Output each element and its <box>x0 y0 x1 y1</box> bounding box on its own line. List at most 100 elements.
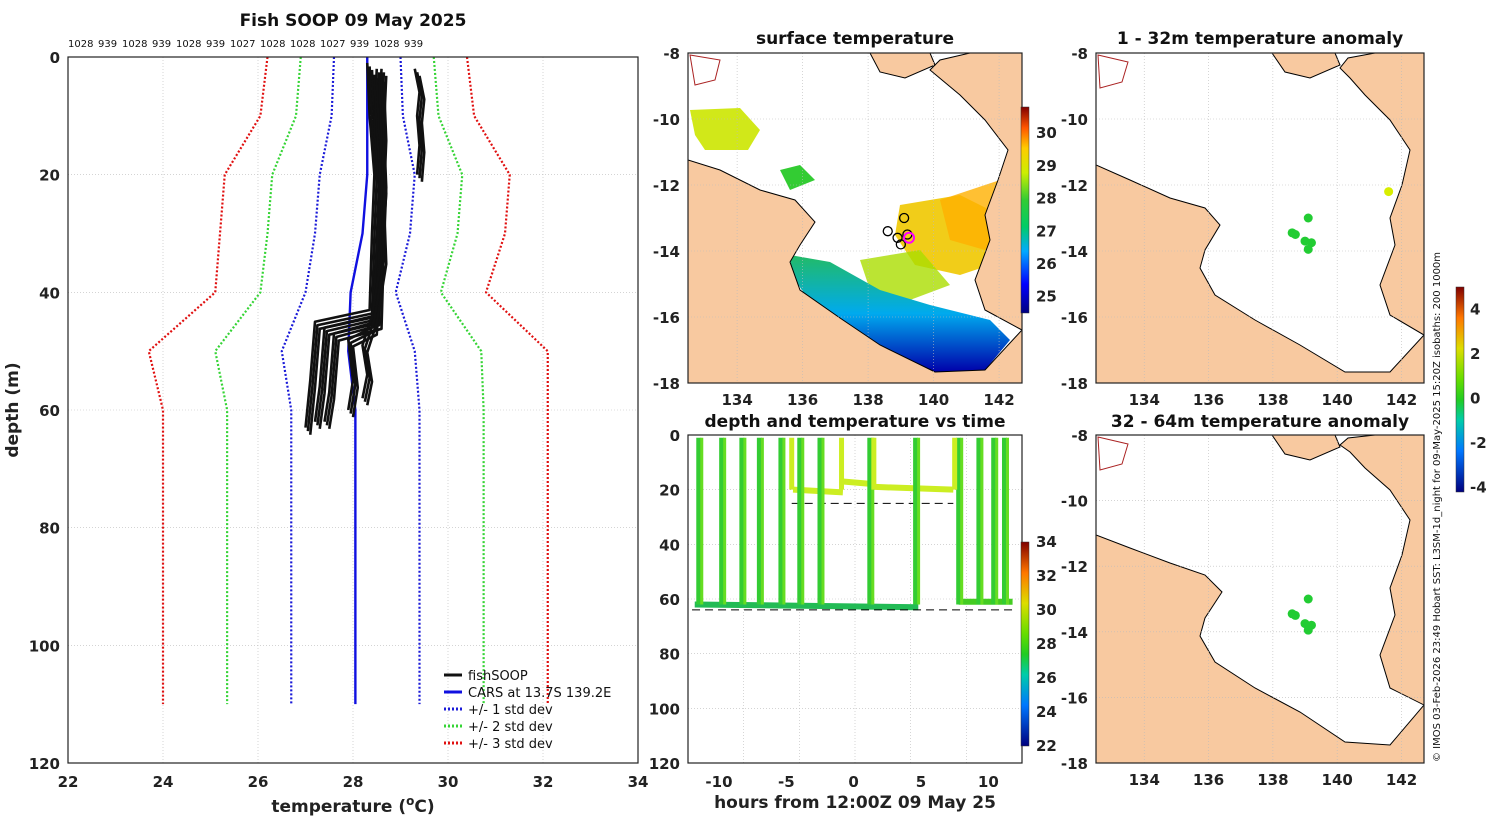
profile-xtick: 32 <box>533 773 554 791</box>
ts-ytick: 100 <box>649 700 680 718</box>
sst-riverline <box>689 54 721 86</box>
anomaly1-title: 1 - 32m temperature anomaly <box>1117 29 1403 49</box>
anom2-ytick: -14 <box>1061 624 1088 642</box>
anomaly1-point <box>1303 244 1313 254</box>
anom1-xtick: 138 <box>1257 391 1288 409</box>
sd1-minus-line <box>280 56 336 705</box>
anomaly2-land-east <box>1339 435 1424 706</box>
anom1-ytick: -12 <box>1061 177 1088 195</box>
sst-island-north <box>869 53 936 79</box>
profile-ytick: 100 <box>29 637 60 655</box>
profile-xtick: 28 <box>343 773 364 791</box>
top-labels: 1028 939 1028 939 1028 939 1027 1028 1028 1027 939… <box>68 39 423 50</box>
sst-xtick: 134 <box>721 391 752 409</box>
profile-location-marker <box>895 239 906 250</box>
top-label: 1027 <box>320 39 345 50</box>
sst-ticks: 134 136 138 140 142 -8 -10 -12 -14 -16 -18 <box>653 45 1015 409</box>
anom2-ytick: -18 <box>1061 755 1088 773</box>
anomaly2-points <box>1287 594 1316 635</box>
timeseries-colorbar-ticks: 22 24 26 28 30 32 34 <box>1036 533 1057 755</box>
timeseries-dives <box>692 437 1016 611</box>
anomaly-colorbar-ticks: 4 2 0 -2 -4 <box>1470 300 1487 496</box>
top-label: 1028 <box>122 39 147 50</box>
anomaly2-title: 32 - 64m temperature anomaly <box>1111 412 1409 432</box>
ts-colorbar-tick: 22 <box>1036 737 1057 755</box>
anom1-ytick: -18 <box>1061 375 1088 393</box>
anom2-ytick: -8 <box>1071 427 1088 445</box>
legend-cars: CARS at 13.7S 139.2E <box>468 686 611 701</box>
fish-profile-line <box>346 74 383 411</box>
top-label: 939 <box>350 39 369 50</box>
anomaly2-point <box>1303 625 1313 635</box>
sst-land-west <box>688 159 1022 383</box>
top-label: 1028 <box>290 39 315 50</box>
anom1-ytick: -14 <box>1061 243 1088 261</box>
bottom-track <box>694 601 919 611</box>
ts-ytick: 20 <box>659 482 680 500</box>
top-label: 1027 <box>230 39 255 50</box>
sst-colorbar-tick: 27 <box>1036 222 1057 240</box>
timeseries-panel: depth and temperature vs time -10 -5 0 5 100… <box>649 412 1057 813</box>
ts-ytick: 40 <box>659 536 680 554</box>
anom2-xtick: 136 <box>1193 771 1224 789</box>
sst-panel: surface temperature 134 136 138 140 142 -8 -10… <box>653 29 1057 409</box>
anom1-ytick: -10 <box>1061 111 1088 129</box>
profile-ytick: 80 <box>39 520 60 538</box>
anom2-xtick: 140 <box>1322 771 1353 789</box>
ts-ytick: 80 <box>659 646 680 664</box>
anomaly1-riverline <box>1097 54 1129 89</box>
anom1-xtick: 136 <box>1193 391 1224 409</box>
profile-ytick: 40 <box>39 284 60 302</box>
profile-lines <box>147 56 549 705</box>
anomaly2-point <box>1290 610 1300 620</box>
sst-xtick: 142 <box>983 391 1014 409</box>
fish-profile-line <box>363 78 386 403</box>
ts-xtick: 0 <box>848 773 858 791</box>
fish-profile-line <box>304 62 376 428</box>
timeseries-xlabel: hours from 12:00Z 09 May 25 <box>714 793 996 813</box>
anomaly1-panel: 1 - 32m temperature anomaly 134 136 138 140… <box>1061 29 1425 409</box>
profile-ytick: 20 <box>39 167 60 185</box>
sst-xtick: 140 <box>918 391 949 409</box>
anomaly1-island <box>1271 53 1341 79</box>
anom2-xtick: 142 <box>1386 771 1417 789</box>
sst-green-patch <box>780 165 815 190</box>
anomaly1-points <box>1287 187 1394 254</box>
sd2-minus-line <box>214 56 302 705</box>
sd1-plus-line <box>394 56 421 705</box>
sst-map <box>688 53 1022 383</box>
profile-panel: Fish SOOP 09 May 2025 1028 939 1028 939 1028… <box>3 11 648 817</box>
sst-ytick: -10 <box>653 111 680 129</box>
anomaly1-point <box>1303 213 1313 223</box>
fish-profile-line <box>413 68 421 175</box>
anom1-xtick: 134 <box>1129 391 1160 409</box>
anom2-ytick: -16 <box>1061 689 1088 707</box>
anomaly2-point <box>1303 594 1313 604</box>
profile-xtick: 30 <box>438 773 459 791</box>
profile-ytick: 0 <box>50 49 60 67</box>
ts-xtick: -10 <box>705 773 732 791</box>
legend-fish: fishSOOP <box>468 669 528 684</box>
anom2-xtick: 134 <box>1129 771 1160 789</box>
anomaly2-panel: 32 - 64m temperature anomaly 134 136 138 14… <box>1061 412 1425 789</box>
anomaly2-riverline <box>1097 436 1129 471</box>
anom1-ytick: -8 <box>1071 45 1088 63</box>
sst-cool-south <box>790 255 1010 372</box>
top-label: 1028 <box>176 39 201 50</box>
ts-colorbar-tick: 24 <box>1036 703 1057 721</box>
anomaly1-map <box>1096 53 1424 383</box>
ts-colorbar-tick: 30 <box>1036 601 1057 619</box>
profile-location-marker <box>898 212 910 224</box>
fish-profile-line <box>306 66 379 432</box>
top-label: 939 <box>152 39 171 50</box>
sd2-plus-line <box>432 56 485 705</box>
anomaly1-frame <box>1095 52 1425 384</box>
ts-colorbar-tick: 34 <box>1036 533 1057 551</box>
legend-sd1: +/- 1 std dev <box>468 703 553 718</box>
anomaly-colorbar-tick: 4 <box>1470 300 1480 318</box>
sd3-minus-line <box>147 56 269 705</box>
profile-xtick: 34 <box>628 773 649 791</box>
anomaly2-frame <box>1095 434 1425 764</box>
ts-colorbar-tick: 26 <box>1036 669 1057 687</box>
